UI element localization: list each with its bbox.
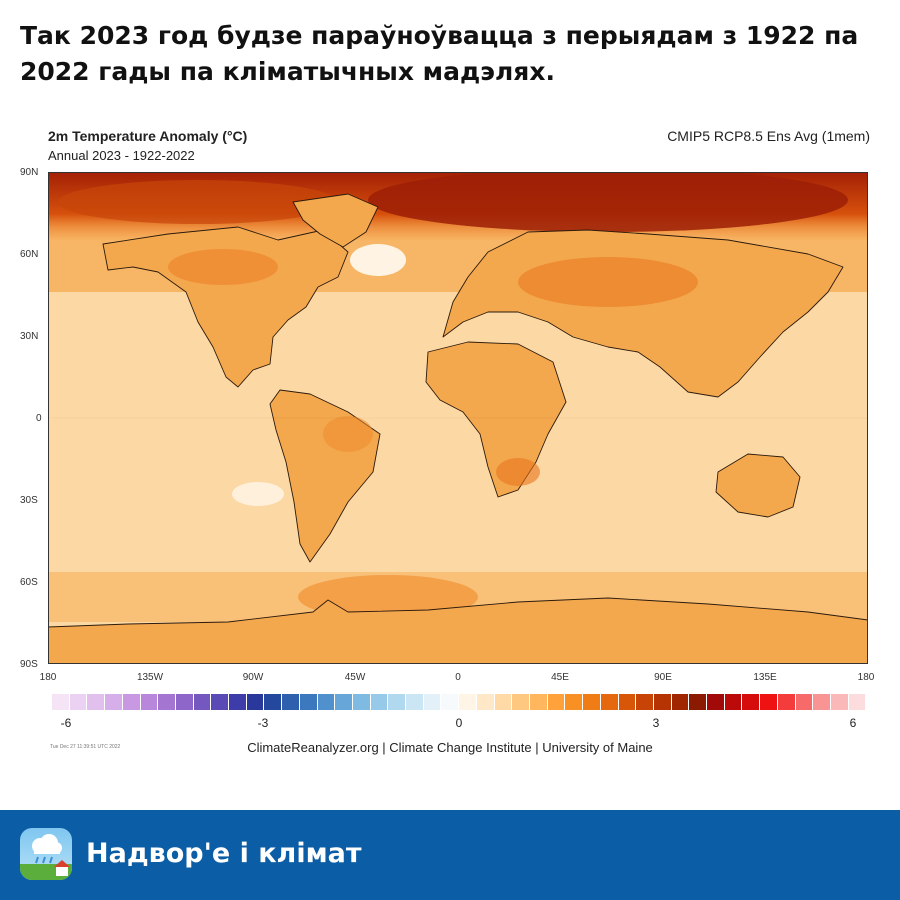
colorbar-swatch (512, 694, 530, 710)
north-atlantic-cool-spot (350, 244, 406, 276)
lat-label: 0 (36, 413, 42, 424)
headline: Так 2023 год будзе параўноўвацца з перыя… (20, 21, 859, 86)
colorbar-tick-label: 0 (455, 716, 463, 730)
colorbar-swatch (317, 694, 336, 710)
colorbar-swatch (830, 694, 849, 710)
colorbar-swatch (229, 694, 247, 710)
colorbar-swatch (795, 694, 814, 710)
colorbar-swatch (69, 694, 88, 710)
north-america-warm-interior (168, 249, 278, 285)
lon-label: 180 (39, 672, 57, 683)
lat-label: 60N (20, 249, 39, 260)
australia (715, 453, 801, 518)
africa (425, 341, 567, 498)
colorbar-swatch (211, 694, 230, 710)
colorbar-swatch (547, 694, 566, 710)
colorbar-swatch (282, 694, 300, 710)
colorbar-swatch (671, 694, 690, 710)
lon-label: 180 (857, 672, 875, 683)
lat-label: 90N (20, 167, 39, 178)
lon-label: 45W (344, 672, 366, 683)
colorbar-swatch (335, 694, 353, 710)
north-america (102, 226, 349, 388)
colorbar-swatch (848, 694, 867, 710)
colorbar-swatch (441, 694, 460, 710)
greenland (292, 193, 379, 248)
colorbar-swatch (299, 694, 318, 710)
colorbar-swatch (689, 694, 708, 710)
colorbar-swatch (777, 694, 796, 710)
colorbar-swatch (105, 694, 123, 710)
lat-label: 60S (20, 577, 38, 588)
colorbar-swatch (459, 694, 477, 710)
weather-cloud-rain-house-icon (20, 828, 72, 880)
colorbar-swatch (158, 694, 176, 710)
lon-label: 135E (753, 672, 777, 683)
colorbar-tick-label: 6 (849, 716, 857, 730)
plot-title: 2m Temperature Anomaly (°C) (48, 128, 248, 144)
lon-label: 135W (136, 672, 164, 683)
colorbar-swatch (618, 694, 637, 710)
plot-subtitle: Annual 2023 - 1922-2022 (48, 148, 195, 163)
colorbar-swatch (246, 694, 265, 710)
arctic-hotspot (368, 172, 848, 232)
lat-label: 30N (20, 331, 39, 342)
antarctica (48, 597, 868, 664)
colorbar-swatch (565, 694, 584, 710)
colorbar-swatch (653, 694, 672, 710)
colorbar-swatch (636, 694, 654, 710)
colorbar-swatch (423, 694, 442, 710)
dataset-label: CMIP5 RCP8.5 Ens Avg (1mem) (667, 128, 870, 144)
map-border (48, 172, 868, 664)
land-masses (48, 193, 868, 664)
footer-bar (0, 810, 900, 900)
temperature-anomaly-map (48, 172, 868, 664)
colorbar-swatch (529, 694, 548, 710)
colorbar-swatch (264, 694, 283, 710)
antarctic-warm-spot (298, 575, 478, 619)
colorbar-swatch (583, 694, 601, 710)
colorbar-swatch (406, 694, 424, 710)
colorbar-swatch (476, 694, 495, 710)
colorbar-swatch (175, 694, 194, 710)
colorbar-swatch (707, 694, 725, 710)
colorbar-tick-label: -3 (257, 716, 269, 730)
colorbar-swatch (600, 694, 619, 710)
colorbar-tick-label: -6 (60, 716, 72, 730)
colorbar-tick-label: 3 (652, 716, 660, 730)
lon-label: 90W (242, 672, 264, 683)
timestamp: Tue Dec 27 11:39:51 UTC 2022 (50, 744, 121, 750)
colorbar-swatch (370, 694, 389, 710)
colorbar-swatch (87, 694, 106, 710)
south-pacific-cool-spot (232, 482, 284, 506)
lon-label: 45E (551, 672, 569, 683)
colorbar-swatch (742, 694, 761, 710)
colorbar-swatch (352, 694, 371, 710)
south-america-warm (323, 416, 373, 452)
arctic-hotspot-west (58, 180, 338, 224)
southern-africa-warm (496, 458, 540, 486)
colorbar-swatch (193, 694, 212, 710)
colorbar (52, 694, 867, 710)
colorbar-swatch (52, 694, 70, 710)
colorbar-swatch (724, 694, 743, 710)
lon-label: 90E (654, 672, 672, 683)
lat-label: 30S (20, 495, 38, 506)
colorbar-swatch (140, 694, 159, 710)
eurasia-warm-interior (518, 257, 698, 307)
lon-label: 0 (455, 672, 461, 683)
lat-label: 90S (20, 659, 38, 670)
colorbar-swatch (388, 694, 407, 710)
colorbar-swatch (494, 694, 513, 710)
brand-name: Надвор'е і клімат (86, 838, 362, 869)
credit-line: ClimateReanalyzer.org | Climate Change I… (247, 740, 653, 755)
colorbar-swatch (122, 694, 141, 710)
colorbar-swatch (760, 694, 778, 710)
colorbar-swatch (813, 694, 831, 710)
